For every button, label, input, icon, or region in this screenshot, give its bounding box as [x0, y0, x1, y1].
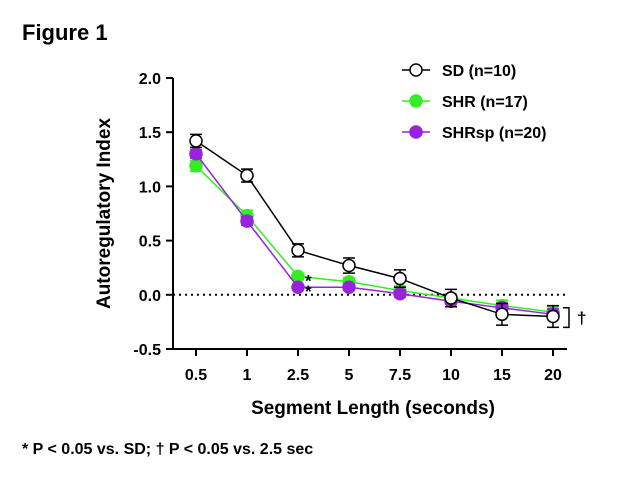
y-tick-label: 0.5: [139, 234, 161, 251]
data-point: [189, 147, 203, 161]
x-tick-label: 1: [243, 367, 252, 384]
y-tick-label: -0.5: [133, 342, 161, 359]
x-tick-label: 10: [442, 367, 460, 384]
legend-item: SD (n=10): [402, 63, 516, 80]
x-tick-label: 5: [345, 367, 354, 384]
significance-bracket: [563, 307, 570, 329]
asterisk-annotation: *: [305, 282, 312, 301]
y-tick-label: 2.0: [139, 71, 161, 88]
y-tick-label: 1.0: [139, 179, 161, 196]
y-tick-label: 0.0: [139, 288, 161, 305]
x-axis-title: Segment Length (seconds): [251, 398, 495, 419]
legend-marker: [409, 125, 423, 139]
y-axis-title: Autoregulatory Index: [94, 118, 115, 310]
legend-item: SHR (n=17): [402, 94, 528, 111]
data-point: [393, 271, 407, 286]
footnote: * P < 0.05 vs. SD; † P < 0.05 vs. 2.5 se…: [22, 441, 314, 458]
legend-label: SHRsp (n=20): [442, 125, 546, 142]
data-point: [189, 159, 203, 173]
legend-item: SHRsp (n=20): [402, 125, 546, 142]
x-tick-label: 7.5: [389, 367, 411, 384]
legend-label: SD (n=10): [442, 63, 516, 80]
asterisk-annotation: *: [305, 271, 312, 290]
series-line: [195, 153, 554, 316]
legend-marker: [409, 63, 423, 77]
data-point: [342, 280, 356, 294]
y-tick-label: 1.5: [139, 125, 161, 142]
legend-label: SHR (n=17): [442, 94, 528, 111]
legend-marker: [409, 94, 423, 108]
series-line: [195, 165, 554, 313]
data-point: [189, 134, 203, 148]
data-point: [240, 168, 254, 183]
x-tick-label: 15: [493, 367, 511, 384]
x-tick-label: 0.5: [185, 367, 207, 384]
data-point: [393, 286, 407, 301]
figure-title: Figure 1: [22, 20, 108, 45]
data-point: [546, 309, 560, 324]
data-point: [240, 214, 254, 228]
data-point: [342, 258, 356, 273]
series-1: [189, 133, 560, 329]
dagger-annotation: †: [577, 309, 586, 328]
data-point: [291, 280, 305, 294]
data-point: [291, 243, 305, 258]
series-3: [189, 147, 560, 322]
data-point: [444, 291, 458, 305]
x-tick-label: 2.5: [287, 367, 309, 384]
x-tick-label: 20: [544, 367, 562, 384]
data-point: [495, 307, 509, 322]
series-line: [195, 140, 554, 318]
